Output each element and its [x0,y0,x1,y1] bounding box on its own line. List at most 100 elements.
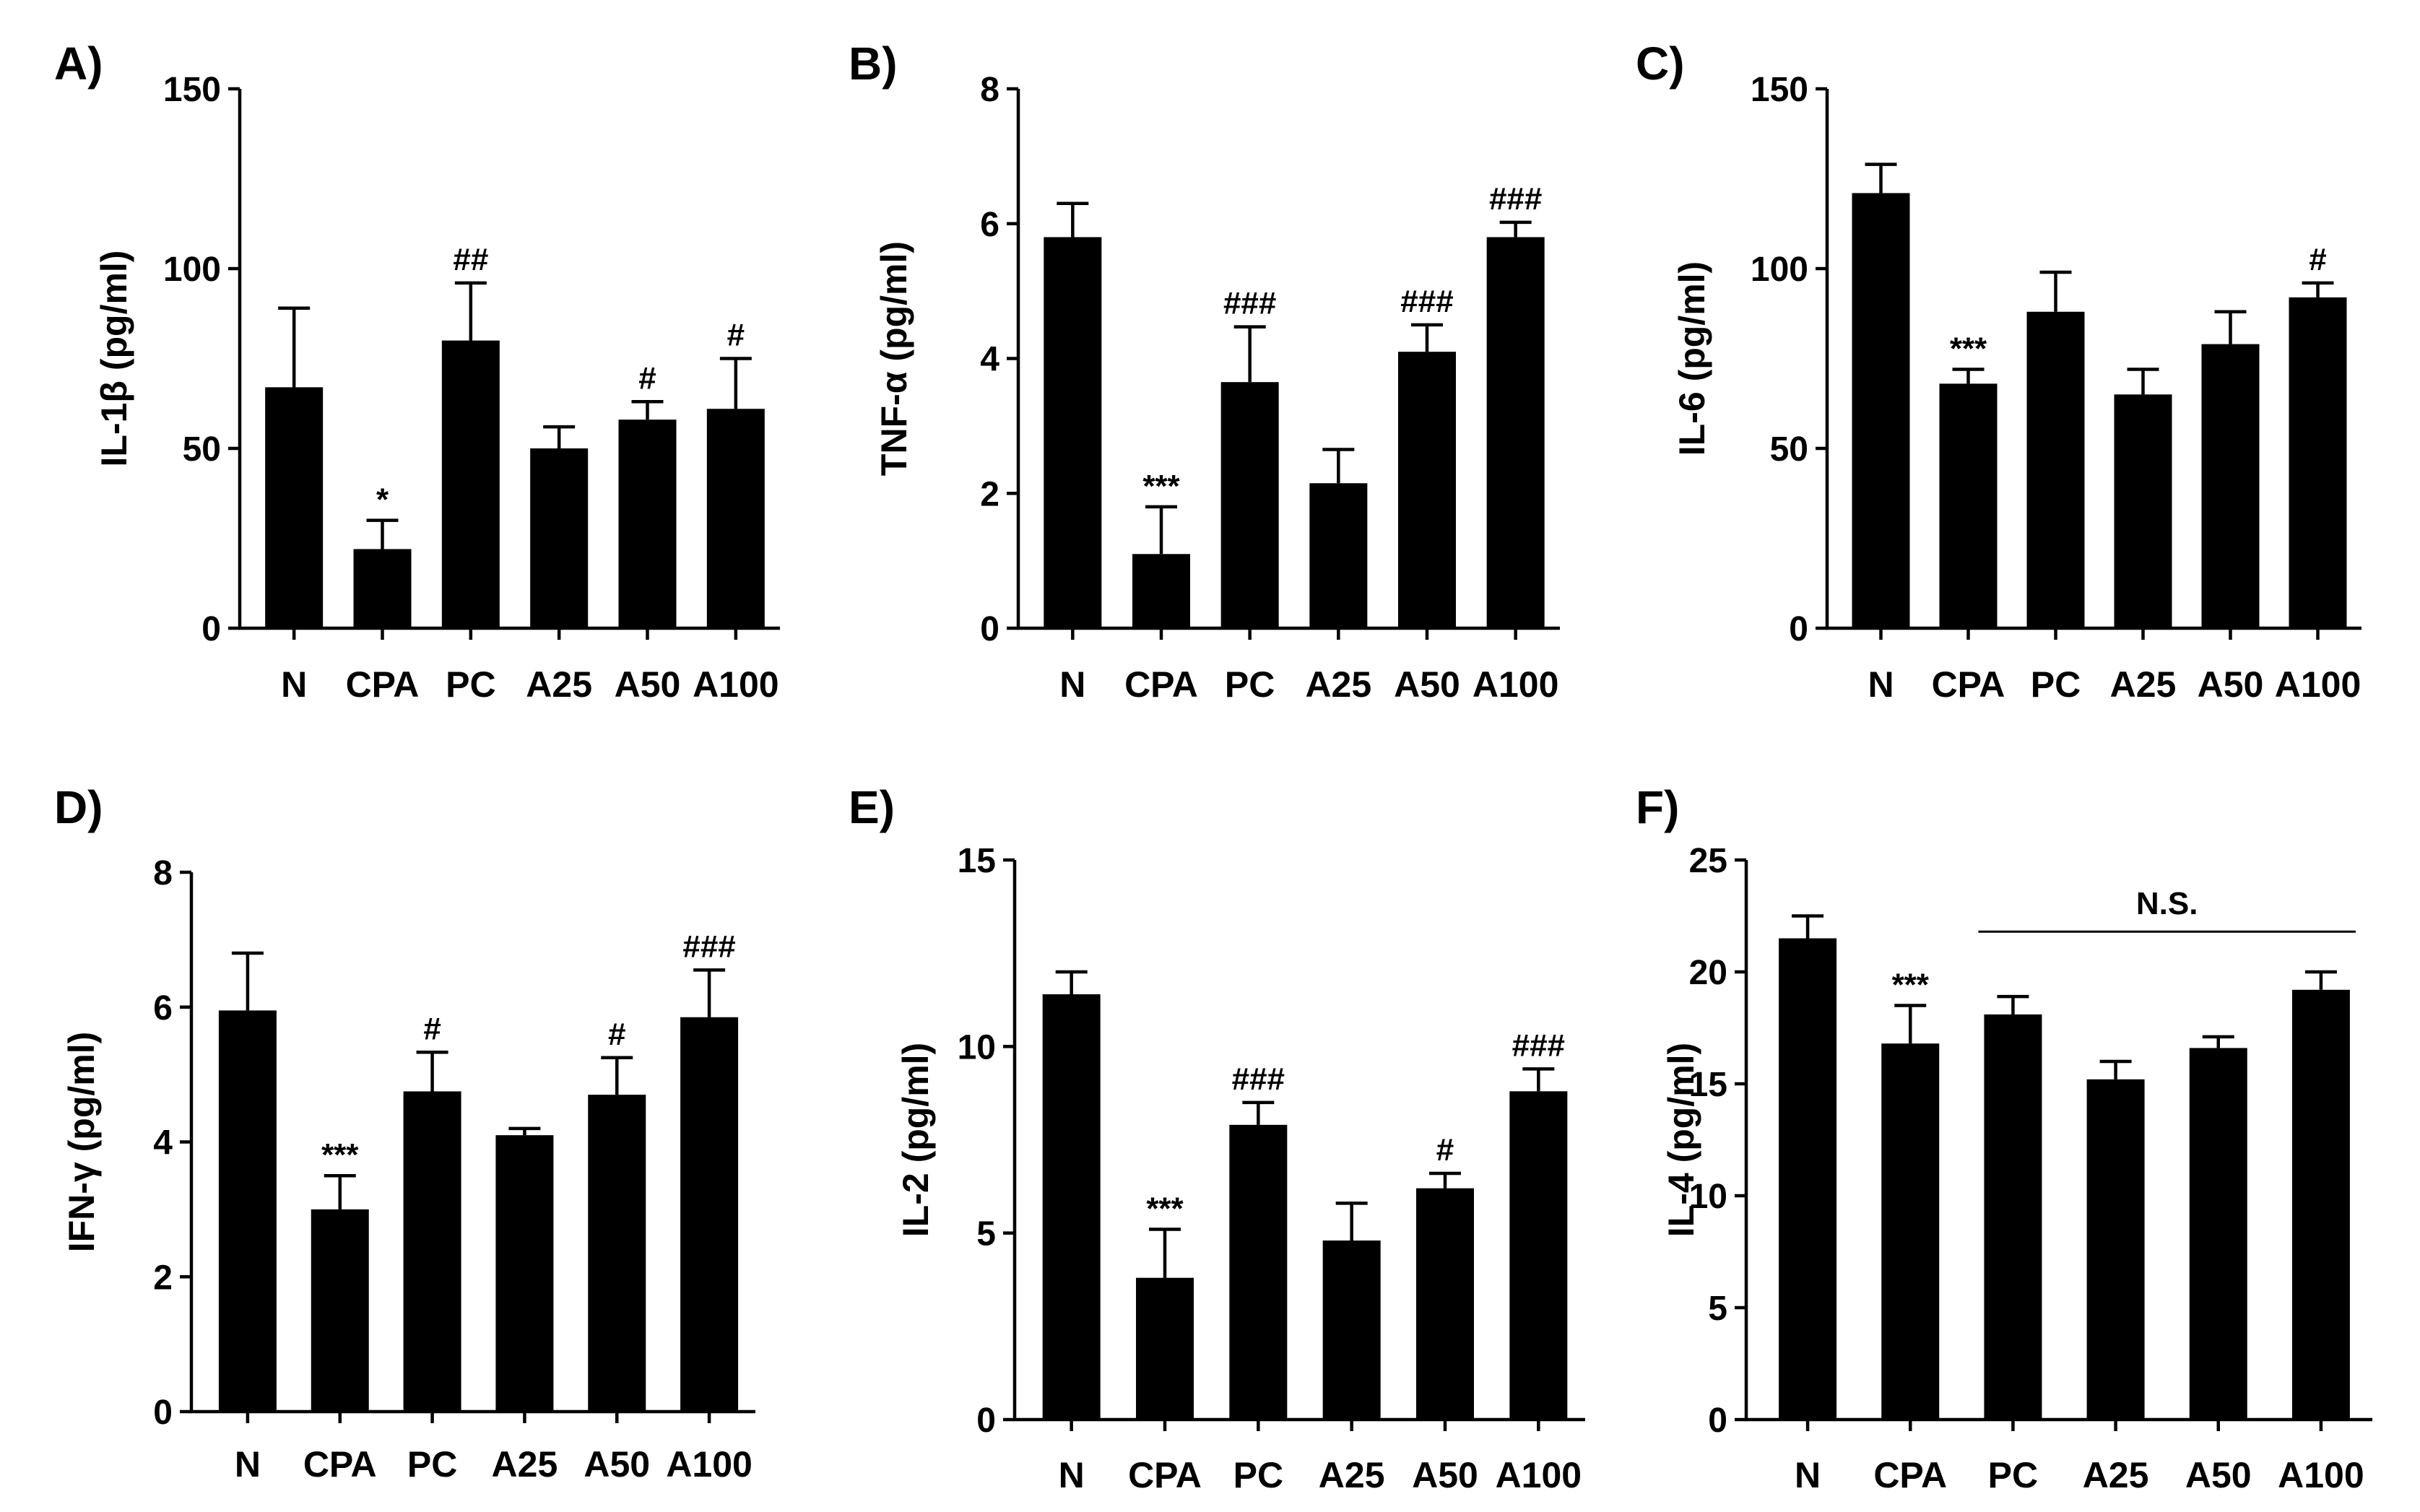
panel-label: E) [849,781,895,833]
significance-label: ### [1512,1027,1565,1063]
significance-label: *** [1892,968,1930,1003]
x-tick-label: A50 [1412,1455,1478,1495]
panel-e: E) IL-2 (pg/ml) 0 5 10 15 N CPA *** PC ### A25 A50 # A… [849,781,1585,1495]
y-tick-label: 50 [1770,430,1808,469]
y-tick-label: 100 [163,251,221,289]
y-tick-label: 5 [976,1215,996,1254]
ns-label: N.S. [2136,886,2198,921]
bar-CPA [353,549,412,628]
y-tick-label: 0 [980,610,999,648]
x-tick-label: A100 [1473,664,1559,705]
significance-label: ## [453,242,488,277]
y-tick-label: 20 [1689,954,1727,992]
x-tick-label: CPA [303,1444,377,1485]
significance-label: # [2309,242,2326,277]
significance-label: ### [1223,286,1276,321]
panel-b: B) TNF-α (pg/ml) 0 2 4 6 8 N CPA *** PC ### A25 A50 ##… [849,38,1560,705]
y-tick-label: 10 [1689,1178,1727,1216]
x-tick-label: A25 [526,664,592,705]
significance-label: # [638,360,656,396]
panel-label: A) [54,38,103,90]
x-tick-label: CPA [1873,1455,1947,1495]
significance-label: ### [682,929,735,964]
y-tick-label: 100 [1751,251,1808,289]
y-tick-label: 25 [1689,842,1727,880]
bar-A25 [1309,483,1368,628]
x-tick-label: A50 [584,1444,650,1485]
y-tick-label: 0 [201,610,221,648]
significance-label: *** [321,1137,359,1173]
y-tick-label: 10 [958,1028,996,1066]
significance-label: *** [1146,1191,1184,1227]
y-axis-label: IL-6 (pg/ml) [1672,261,1712,456]
y-tick-label: 2 [980,475,999,513]
panel-label: D) [54,781,103,833]
x-tick-label: CPA [1124,664,1198,705]
bar-A50 [618,420,677,628]
x-tick-label: A25 [492,1444,558,1485]
y-tick-label: 4 [980,341,999,379]
x-tick-label: A50 [615,664,681,705]
bar-N [265,387,324,628]
x-tick-label: A100 [2275,664,2362,705]
y-axis-label: IL-1β (pg/ml) [94,251,134,467]
x-tick-label: N [1059,664,1085,705]
x-tick-label: PC [407,1444,457,1485]
bar-A25 [2114,394,2172,628]
y-tick-label: 8 [153,854,173,892]
y-axis-label: TNF-α (pg/ml) [874,241,914,476]
x-tick-label: CPA [346,664,420,705]
x-tick-label: PC [1988,1455,2038,1495]
significance-label: # [1436,1132,1454,1168]
y-tick-label: 4 [153,1124,173,1163]
bar-CPA [1136,1277,1194,1420]
panel-d: D) IFN-γ (pg/ml) 0 2 4 6 8 N CPA *** PC # A25 A50 # A10… [54,781,755,1485]
panel-label: C) [1636,38,1685,90]
significance-label: # [423,1011,441,1046]
x-tick-label: A25 [2083,1455,2149,1495]
bar-PC [1220,382,1279,628]
bar-PC [1984,1014,2042,1420]
y-tick-label: 0 [153,1394,173,1432]
x-tick-label: N [281,664,307,705]
x-tick-label: A50 [1394,664,1460,705]
y-tick-label: 8 [980,71,999,109]
x-tick-label: A25 [1305,664,1371,705]
significance-label: # [727,318,745,353]
bar-A100 [1486,237,1545,628]
x-tick-label: PC [1225,664,1275,705]
x-tick-label: A50 [2185,1455,2252,1495]
bar-CPA [1881,1043,1940,1420]
bar-A100 [706,409,765,628]
bar-A50 [2189,1048,2247,1420]
bar-CPA [1939,383,1998,628]
y-axis-label: IFN-γ (pg/ml) [61,1032,102,1253]
bar-CPA [1132,554,1190,628]
x-tick-label: A100 [666,1444,753,1485]
y-tick-label: 15 [1689,1066,1727,1104]
x-tick-label: N [235,1444,261,1485]
bar-A100 [2291,989,2350,1420]
significance-label: # [608,1017,625,1052]
bar-PC [2026,311,2085,628]
bar-A50 [588,1095,646,1412]
bar-PC [403,1091,461,1412]
y-axis-label: IL-4 (pg/ml) [1661,1043,1701,1237]
bar-N [218,1010,277,1412]
significance-label: ### [1232,1061,1285,1097]
bar-A100 [2289,297,2347,628]
bar-N [1042,994,1101,1420]
bar-A25 [1322,1241,1381,1420]
x-tick-label: A25 [2110,664,2177,705]
x-tick-label: N [1868,664,1894,705]
significance-label: *** [1142,469,1180,504]
x-tick-label: PC [446,664,495,705]
bar-CPA [311,1209,369,1412]
bar-N [1044,237,1102,628]
y-tick-label: 6 [980,206,999,244]
bar-A100 [680,1017,739,1412]
x-tick-label: A100 [693,664,779,705]
bar-PC [441,340,500,628]
y-tick-label: 5 [1708,1290,1727,1328]
